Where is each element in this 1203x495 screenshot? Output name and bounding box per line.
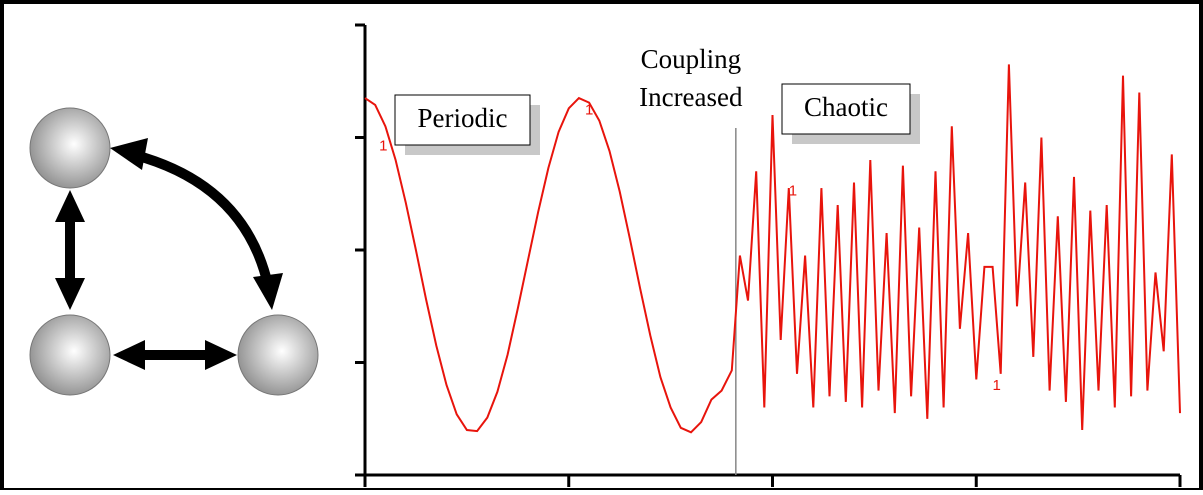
annotation: Chaotic	[804, 92, 888, 122]
oscillator	[29, 107, 111, 189]
plot: Periodic Chaotic Coupling Increased 1 1 1 1	[355, 23, 1182, 487]
oscillator	[237, 314, 319, 396]
annotation: Periodic	[418, 103, 508, 133]
coupling-arrow	[133, 150, 273, 287]
oscillator	[29, 314, 111, 396]
arrow-head	[113, 340, 145, 370]
arrow-head	[205, 340, 237, 370]
arrow-head	[55, 190, 85, 222]
label-box	[394, 94, 531, 146]
point-label: 1	[789, 182, 797, 199]
coupling-label: Increased	[639, 82, 743, 112]
point-label: 1	[992, 377, 1000, 394]
arrow-head	[55, 278, 85, 310]
signal-line	[364, 64, 1181, 434]
arrow-head	[110, 138, 148, 170]
network-diagram	[29, 107, 319, 396]
coupling-label: Coupling	[641, 44, 742, 74]
label-box	[781, 83, 911, 135]
point-label: 1	[379, 137, 387, 154]
arrow-head	[253, 273, 283, 310]
point-label: 1	[585, 101, 593, 118]
